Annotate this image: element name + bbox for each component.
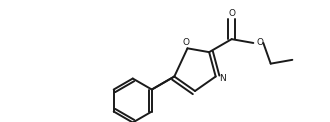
Text: N: N bbox=[219, 74, 226, 83]
Text: O: O bbox=[228, 9, 235, 18]
Text: O: O bbox=[257, 38, 264, 47]
Text: O: O bbox=[183, 38, 190, 47]
